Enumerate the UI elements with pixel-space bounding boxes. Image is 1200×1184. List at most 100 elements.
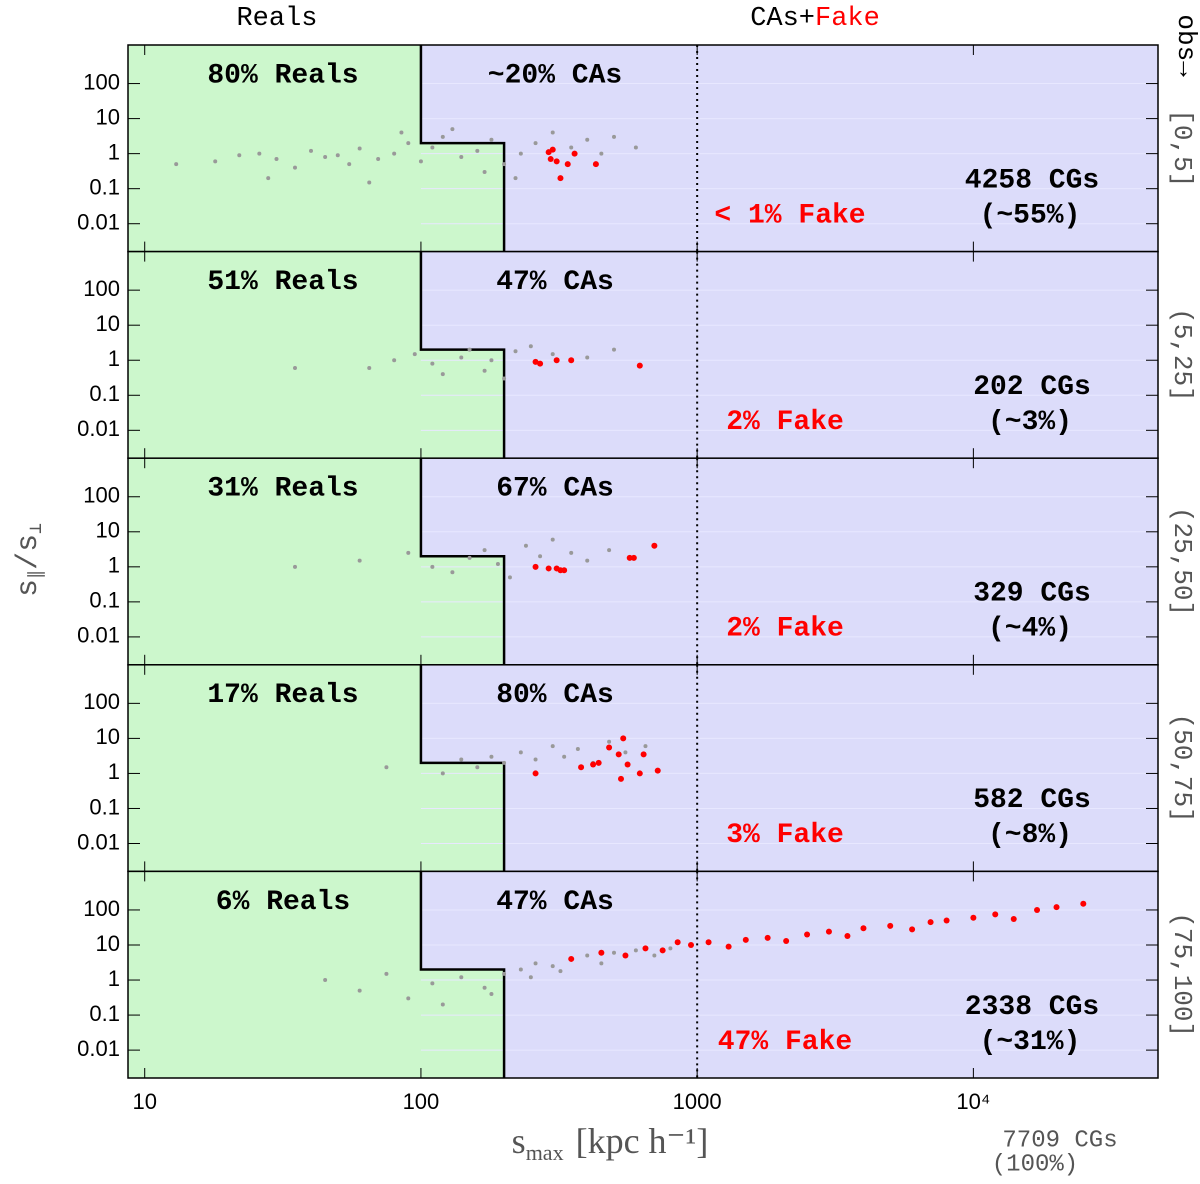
point (430, 564, 435, 569)
point (392, 358, 397, 363)
point (482, 985, 487, 990)
green-region (128, 871, 505, 1078)
reals-label: 51% Reals (207, 267, 358, 298)
range-label: [0,5] (1167, 109, 1197, 187)
step-line (419, 251, 506, 459)
point (384, 971, 389, 976)
percent-label: (~8%) (988, 820, 1072, 851)
x-tick-label: 10 (132, 1089, 156, 1114)
y-tick-label: 1 (108, 139, 120, 164)
point (502, 162, 507, 167)
point (532, 770, 539, 777)
range-label: (25,50] (1167, 507, 1197, 616)
cas-label: 67% CAs (496, 474, 614, 505)
point (489, 991, 494, 996)
point (450, 127, 455, 132)
point (406, 141, 411, 146)
y-tick-label: 0.1 (89, 794, 120, 819)
percent-label: (~3%) (988, 407, 1072, 438)
green-region (128, 251, 505, 459)
point (626, 554, 633, 561)
point (557, 175, 564, 182)
point (532, 563, 539, 570)
y-tick-label: 100 (83, 689, 120, 714)
point (590, 761, 597, 768)
point (636, 362, 643, 369)
point (547, 156, 554, 163)
x-title-s: s (512, 1121, 526, 1161)
y-tick-label: 100 (83, 69, 120, 94)
point (633, 145, 638, 150)
point (406, 550, 411, 555)
point (489, 137, 494, 142)
point (502, 971, 507, 976)
percent-label: (~31%) (980, 1027, 1081, 1058)
point (633, 948, 638, 953)
y-tick-label: 0.01 (77, 210, 120, 235)
range-label: (5,25] (1167, 308, 1197, 402)
point (599, 961, 604, 966)
x-tick-label: 1000 (673, 1089, 722, 1114)
point (1080, 900, 1087, 907)
point (357, 988, 362, 993)
point (475, 765, 480, 770)
y-tick-label: 0.01 (77, 416, 120, 441)
point (292, 165, 297, 170)
y-title-s: s (12, 579, 46, 597)
percent-label: (~55%) (980, 200, 1081, 231)
reals-label: 17% Reals (207, 680, 358, 711)
y-tick-label: 0.01 (77, 1036, 120, 1061)
y-title-slash: /s (12, 534, 46, 570)
reals-label: 80% Reals (207, 60, 358, 91)
point (1010, 916, 1017, 923)
point (571, 150, 578, 157)
fake-label: 3% Fake (726, 820, 844, 851)
point (674, 939, 681, 946)
point (459, 757, 464, 762)
y-tick-label: 0.1 (89, 174, 120, 199)
point (367, 366, 372, 371)
y-tick-label: 0.1 (89, 1001, 120, 1026)
point (585, 953, 590, 958)
point (533, 141, 538, 146)
point (513, 349, 518, 354)
point (804, 931, 811, 938)
point (550, 537, 555, 542)
point (495, 562, 500, 567)
y-tick-label: 100 (83, 483, 120, 508)
point (622, 952, 629, 959)
point (475, 148, 480, 153)
point (513, 176, 518, 181)
point (537, 360, 544, 367)
reals-label: 31% Reals (207, 474, 358, 505)
point (266, 176, 271, 181)
fake-label: < 1% Fake (714, 200, 865, 231)
point (887, 922, 894, 929)
point (450, 570, 455, 575)
y-tick-label: 0.1 (89, 381, 120, 406)
point (440, 372, 445, 377)
point (630, 554, 637, 561)
y-tick-label: 1 (108, 966, 120, 991)
y-tick-label: 0.01 (77, 623, 120, 648)
point (489, 358, 494, 363)
point (825, 928, 832, 935)
y-tick-label: 1 (108, 553, 120, 578)
point (599, 151, 604, 156)
range-label: (75,100] (1167, 912, 1197, 1037)
y-title-sub1: ∥ (27, 570, 47, 579)
point (585, 558, 590, 563)
point (783, 938, 790, 945)
point (538, 554, 543, 559)
point (482, 368, 487, 373)
point (909, 926, 916, 933)
y-tick-label: 10 (96, 724, 120, 749)
point (636, 770, 643, 777)
point (384, 765, 389, 770)
point (642, 945, 649, 952)
total-count: 7709 CGs (1002, 1127, 1117, 1154)
y-axis-title: s∥/s⊥ (12, 523, 47, 597)
y-tick-label: 0.1 (89, 588, 120, 613)
point (399, 130, 404, 135)
point (532, 358, 539, 365)
